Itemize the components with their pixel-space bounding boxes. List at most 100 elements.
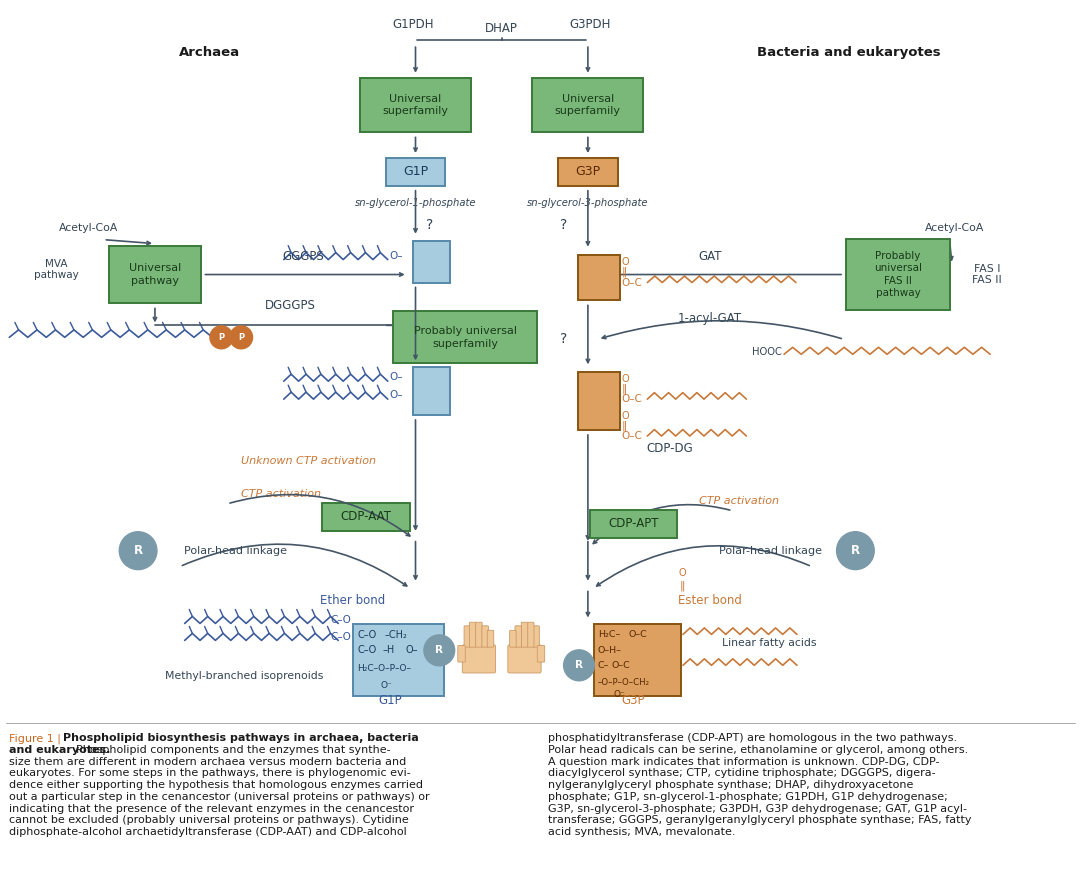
Text: R: R (851, 544, 860, 557)
Text: –H: –H (383, 645, 395, 655)
Text: ‖: ‖ (622, 267, 627, 276)
Text: O–C: O–C (628, 630, 647, 639)
Text: CTP activation: CTP activation (241, 489, 321, 499)
Text: –O–P–O–CH₂: –O–P–O–CH₂ (598, 677, 650, 687)
Text: Phospholipid components and the enzymes that synthe-: Phospholipid components and the enzymes … (69, 745, 390, 755)
Text: Acetyl-CoA: Acetyl-CoA (59, 222, 119, 233)
Text: diphosphate-alcohol archaetidyltransferase (CDP-AAT) and CDP-alcohol: diphosphate-alcohol archaetidyltransfera… (10, 827, 407, 837)
Text: O–: O– (405, 645, 418, 655)
Text: eukaryotes. For some steps in the pathways, there is phylogenomic evi-: eukaryotes. For some steps in the pathwa… (10, 768, 411, 779)
FancyBboxPatch shape (487, 630, 493, 647)
Text: H₂C–: H₂C– (598, 630, 620, 639)
Text: Acetyl-CoA: Acetyl-CoA (925, 222, 984, 233)
Text: FAS I
FAS II: FAS I FAS II (972, 264, 1002, 285)
Text: C–O: C–O (357, 630, 377, 640)
FancyBboxPatch shape (386, 158, 445, 186)
Circle shape (564, 650, 595, 681)
Text: G3P: G3P (622, 693, 645, 707)
Text: DHAP: DHAP (486, 22, 518, 35)
FancyBboxPatch shape (515, 626, 522, 647)
Text: H₂C–O–P–O–: H₂C–O–P–O– (357, 664, 411, 673)
Circle shape (120, 532, 157, 570)
Text: CTP activation: CTP activation (699, 496, 780, 506)
Text: Probably universal
superfamily: Probably universal superfamily (414, 326, 516, 348)
Text: G1PDH: G1PDH (393, 18, 435, 31)
Text: DGGGPS: DGGGPS (266, 300, 316, 312)
Text: Phospholipid biosynthesis pathways in archaea, bacteria: Phospholipid biosynthesis pathways in ar… (63, 733, 418, 743)
FancyBboxPatch shape (322, 503, 409, 531)
FancyBboxPatch shape (594, 624, 681, 696)
Text: –CH₂: –CH₂ (384, 630, 407, 640)
Text: out a particular step in the cenancestor (universal proteins or pathways) or: out a particular step in the cenancestor… (10, 792, 430, 802)
Text: HOOC: HOOC (752, 348, 782, 357)
FancyBboxPatch shape (590, 509, 677, 538)
Text: G3P: G3P (575, 165, 600, 179)
Text: CDP-DG: CDP-DG (647, 442, 694, 455)
Text: transferase; GGGPS, geranylgeranylglyceryl phosphate synthase; FAS, fatty: transferase; GGGPS, geranylgeranylglycer… (548, 815, 971, 826)
Text: O⁻: O⁻ (381, 681, 393, 690)
Text: 1-acyl-GAT: 1-acyl-GAT (677, 312, 742, 325)
Text: O–H–: O–H– (598, 645, 622, 655)
Text: C–O: C–O (357, 645, 377, 655)
FancyBboxPatch shape (393, 311, 537, 364)
Circle shape (836, 532, 874, 570)
Text: MVA
pathway: MVA pathway (34, 259, 78, 280)
Text: O⁻: O⁻ (614, 690, 625, 699)
Text: R: R (575, 661, 583, 670)
Text: O–: O– (390, 251, 403, 260)
Text: Unknown CTP activation: Unknown CTP activation (241, 456, 376, 466)
FancyBboxPatch shape (482, 626, 488, 647)
Circle shape (424, 635, 454, 666)
Text: dence either supporting the hypothesis that homologous enzymes carried: dence either supporting the hypothesis t… (10, 781, 424, 790)
Text: G1P: G1P (403, 165, 428, 179)
FancyBboxPatch shape (507, 645, 541, 673)
FancyBboxPatch shape (109, 245, 200, 303)
FancyBboxPatch shape (360, 77, 470, 132)
Text: CDP-APT: CDP-APT (609, 517, 659, 530)
Text: O: O (622, 374, 629, 384)
Text: G1P: G1P (378, 693, 402, 707)
Text: cannot be excluded (probably universal proteins or pathways). Cytidine: cannot be excluded (probably universal p… (10, 815, 409, 826)
Text: ‖: ‖ (622, 384, 627, 395)
Text: P: P (238, 332, 244, 342)
Text: GAT: GAT (698, 250, 722, 262)
Text: C–O: C–O (330, 615, 351, 625)
Text: acid synthesis; MVA, mevalonate.: acid synthesis; MVA, mevalonate. (548, 827, 736, 837)
Text: nylgeranylglyceryl phosphate synthase; DHAP, dihydroxyacetone: nylgeranylglyceryl phosphate synthase; D… (548, 781, 914, 790)
Text: Ether bond: Ether bond (320, 594, 386, 607)
Text: R: R (134, 544, 143, 557)
Text: Figure 1 |: Figure 1 | (10, 733, 64, 743)
Text: Ester bond: Ester bond (677, 594, 742, 607)
Text: O–C: O–C (622, 431, 643, 441)
Text: O–: O– (390, 390, 403, 400)
Text: O–C: O–C (622, 394, 643, 404)
FancyBboxPatch shape (462, 645, 495, 673)
Text: O: O (678, 567, 686, 578)
Text: Probably
universal
FAS II
pathway: Probably universal FAS II pathway (874, 251, 922, 298)
Text: Linear fatty acids: Linear fatty acids (722, 638, 817, 648)
FancyBboxPatch shape (476, 622, 482, 647)
FancyBboxPatch shape (522, 622, 528, 647)
FancyBboxPatch shape (578, 372, 620, 430)
FancyBboxPatch shape (559, 158, 617, 186)
Circle shape (230, 326, 253, 348)
Text: phosphate; G1P, sn-glycerol-1-phosphate; G1PDH, G1P dehydrogenase;: phosphate; G1P, sn-glycerol-1-phosphate;… (548, 792, 949, 802)
Text: ?: ? (561, 218, 567, 232)
Text: O–C: O–C (612, 661, 631, 669)
Text: G3PDH: G3PDH (570, 18, 611, 31)
Text: ‖: ‖ (622, 420, 627, 431)
Text: size them are different in modern archaea versus modern bacteria and: size them are different in modern archae… (10, 757, 406, 766)
Text: P: P (218, 332, 224, 342)
FancyBboxPatch shape (464, 626, 470, 647)
Text: GGGPS: GGGPS (283, 250, 325, 262)
Text: R: R (436, 645, 443, 655)
FancyBboxPatch shape (527, 622, 534, 647)
Text: Universal
superfamily: Universal superfamily (382, 94, 449, 116)
Text: O: O (622, 257, 629, 267)
Text: Universal
pathway: Universal pathway (129, 263, 181, 285)
Text: sn-glycerol-1-phosphate: sn-glycerol-1-phosphate (355, 197, 476, 208)
Text: A question mark indicates that information is unknown. CDP-DG, CDP-: A question mark indicates that informati… (548, 757, 940, 766)
FancyBboxPatch shape (533, 626, 539, 647)
Text: O–C: O–C (622, 277, 643, 287)
FancyBboxPatch shape (578, 254, 620, 300)
